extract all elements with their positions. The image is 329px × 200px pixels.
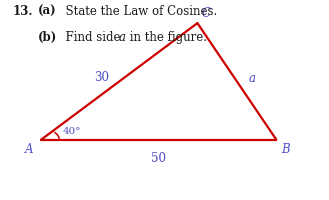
Text: (a): (a) [38, 5, 57, 18]
Text: C: C [201, 7, 210, 20]
Text: State the Law of Cosines.: State the Law of Cosines. [58, 5, 217, 18]
Text: A: A [25, 142, 34, 155]
Text: a: a [119, 31, 126, 44]
Text: (b): (b) [38, 31, 57, 44]
Text: 40°: 40° [63, 127, 81, 136]
Text: 13.: 13. [13, 5, 33, 18]
Text: Find side: Find side [58, 31, 124, 44]
Text: B: B [281, 142, 290, 155]
Text: in the figure.: in the figure. [126, 31, 207, 44]
Text: a: a [248, 72, 255, 84]
Text: 50: 50 [151, 151, 166, 164]
Text: 30: 30 [94, 71, 109, 83]
